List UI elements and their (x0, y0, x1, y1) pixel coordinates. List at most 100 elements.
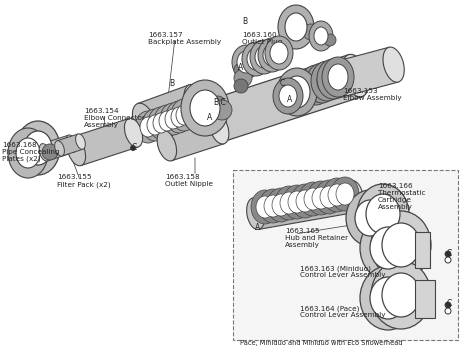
Ellipse shape (125, 118, 143, 147)
Circle shape (234, 69, 252, 87)
Ellipse shape (360, 266, 416, 330)
Text: B: B (169, 79, 174, 89)
Text: A: A (287, 96, 292, 105)
Ellipse shape (232, 45, 260, 79)
Ellipse shape (328, 64, 348, 90)
Ellipse shape (370, 277, 406, 319)
Ellipse shape (258, 38, 286, 72)
Ellipse shape (165, 109, 181, 129)
Ellipse shape (306, 72, 326, 98)
Ellipse shape (39, 144, 50, 161)
Ellipse shape (16, 138, 40, 168)
Polygon shape (312, 47, 399, 103)
Ellipse shape (24, 131, 52, 165)
Text: 1663.157
Backplate Assembly: 1663.157 Backplate Assembly (148, 32, 221, 45)
Ellipse shape (259, 189, 287, 223)
Text: A: A (207, 113, 213, 122)
Ellipse shape (277, 68, 317, 116)
Text: 1663.166
Thermostatic
Cartridge
Assembly: 1663.166 Thermostatic Cartridge Assembly (378, 183, 425, 210)
Ellipse shape (250, 40, 278, 74)
Text: 1663.160
Outlet Plug: 1663.160 Outlet Plug (242, 32, 282, 45)
Circle shape (234, 63, 248, 77)
Text: A: A (239, 63, 244, 72)
Ellipse shape (184, 84, 207, 121)
Ellipse shape (273, 78, 303, 114)
Ellipse shape (279, 85, 297, 107)
Text: Pace, Miniduo and Miniduo with Eco Showerhead: Pace, Miniduo and Miniduo with Eco Showe… (240, 340, 403, 346)
Ellipse shape (270, 42, 288, 64)
Ellipse shape (190, 90, 220, 126)
Ellipse shape (283, 185, 311, 219)
Ellipse shape (148, 107, 174, 139)
Text: C: C (446, 248, 452, 258)
Ellipse shape (315, 180, 343, 214)
Ellipse shape (328, 184, 346, 206)
Polygon shape (162, 113, 224, 161)
Ellipse shape (237, 51, 255, 73)
Text: 1663.153
Elbow Assembly: 1663.153 Elbow Assembly (343, 88, 402, 101)
Polygon shape (415, 232, 430, 268)
Ellipse shape (317, 59, 349, 99)
Ellipse shape (160, 103, 186, 135)
Ellipse shape (370, 227, 406, 269)
Ellipse shape (317, 68, 337, 94)
Text: A: A (255, 224, 260, 232)
Ellipse shape (181, 80, 229, 136)
Ellipse shape (322, 57, 354, 97)
Polygon shape (72, 118, 138, 166)
Circle shape (211, 96, 225, 110)
Ellipse shape (153, 113, 169, 133)
Text: C: C (132, 142, 137, 152)
Text: 1663.168
Pipe Concealing
Plates (x2): 1663.168 Pipe Concealing Plates (x2) (2, 142, 60, 162)
Ellipse shape (284, 76, 310, 108)
Circle shape (212, 100, 232, 120)
Ellipse shape (133, 103, 156, 140)
Ellipse shape (247, 48, 265, 70)
Polygon shape (57, 134, 83, 156)
Ellipse shape (67, 137, 86, 166)
Ellipse shape (331, 177, 359, 211)
Polygon shape (138, 85, 202, 139)
Ellipse shape (242, 42, 270, 76)
Ellipse shape (323, 66, 343, 92)
Circle shape (445, 302, 451, 308)
Ellipse shape (288, 191, 306, 213)
Circle shape (42, 144, 58, 160)
Ellipse shape (267, 188, 295, 222)
Ellipse shape (371, 211, 431, 279)
Ellipse shape (140, 117, 156, 137)
Polygon shape (415, 280, 435, 318)
Ellipse shape (264, 195, 282, 217)
Ellipse shape (307, 181, 335, 215)
Ellipse shape (285, 13, 307, 41)
Ellipse shape (159, 111, 175, 131)
Text: 1663.154
Elbow Connector
Assembly: 1663.154 Elbow Connector Assembly (84, 108, 145, 128)
Polygon shape (168, 55, 362, 155)
Ellipse shape (154, 105, 180, 137)
Ellipse shape (280, 192, 298, 214)
Text: 1663.158
Outlet Nipple: 1663.158 Outlet Nipple (165, 174, 213, 187)
Ellipse shape (314, 27, 328, 45)
Ellipse shape (8, 128, 48, 178)
Ellipse shape (16, 121, 60, 175)
Ellipse shape (176, 105, 192, 125)
Ellipse shape (246, 198, 265, 230)
Ellipse shape (275, 186, 303, 220)
Ellipse shape (256, 196, 274, 218)
Ellipse shape (157, 130, 177, 161)
Ellipse shape (382, 273, 420, 317)
Text: C: C (279, 78, 285, 88)
Ellipse shape (312, 70, 332, 96)
Ellipse shape (360, 216, 416, 280)
Circle shape (234, 79, 248, 93)
Circle shape (445, 257, 451, 263)
Ellipse shape (147, 115, 163, 135)
Ellipse shape (161, 113, 188, 156)
Text: C: C (446, 300, 452, 308)
Ellipse shape (278, 5, 314, 49)
Polygon shape (42, 135, 74, 161)
Ellipse shape (306, 63, 338, 103)
Text: B,C: B,C (213, 98, 226, 107)
Ellipse shape (342, 54, 369, 97)
Ellipse shape (304, 188, 322, 210)
